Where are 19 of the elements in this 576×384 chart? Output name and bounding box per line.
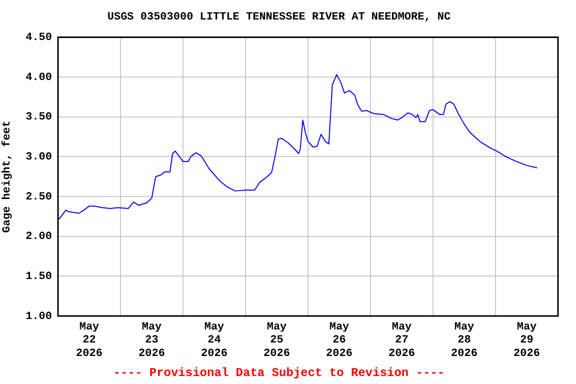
x-tick-label: May 24 2026 <box>201 321 228 360</box>
y-tick-label: 4.00 <box>26 72 52 84</box>
x-tick-label: May 25 2026 <box>264 321 290 360</box>
text: ---- Provisional Data Subject to Revision ---- <box>113 366 445 380</box>
y-tick-label: 4.50 <box>26 32 52 44</box>
y-tick-label: 2.50 <box>26 191 52 204</box>
x-tick-label: May 28 2026 <box>451 321 478 360</box>
x-tick-label: May 22 2026 <box>76 321 102 360</box>
y-tick-label: 1.50 <box>26 270 52 283</box>
y-tick-label: 2.00 <box>26 231 52 244</box>
y-tick-label: 3.00 <box>26 151 52 164</box>
y-tick-label: 3.50 <box>26 112 52 124</box>
x-tick-label: May 29 2026 <box>514 321 540 360</box>
x-tick-label: May 27 2026 <box>388 321 415 360</box>
chart-title: USGS 03503000 LITTLE TENNESSEE RIVER AT NEEDMORE, NC <box>107 11 452 24</box>
y-axis-title: Gage height, feet <box>0 120 14 233</box>
x-tick-label: May 23 2026 <box>138 321 165 360</box>
y-tick-label: 1.00 <box>26 310 52 323</box>
x-tick-label: May 26 2026 <box>326 321 352 360</box>
